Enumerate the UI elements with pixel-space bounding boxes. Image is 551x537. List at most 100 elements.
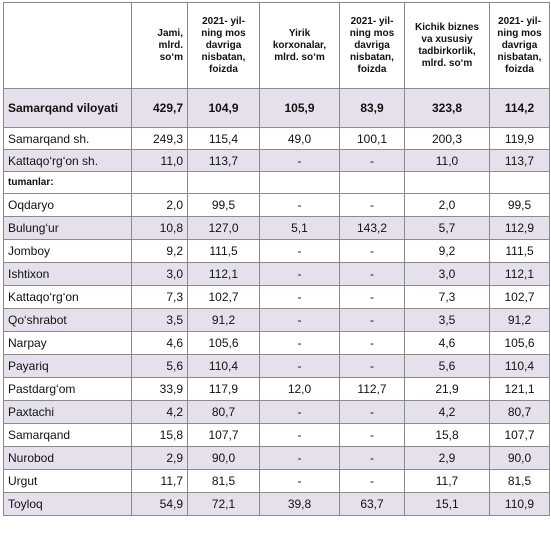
row-value: 113,7 [489, 149, 550, 172]
row-value: 91,2 [187, 308, 260, 332]
row-value: 5,6 [404, 354, 490, 378]
table-row: Kattaqo‘rg‘on sh. 11,0 113,7- -11,0 113,7 [3, 149, 550, 172]
row-value: - [259, 285, 340, 309]
row-value: 9,2 [131, 239, 188, 263]
row-name: Narpay [3, 331, 132, 355]
row-value: - [339, 308, 405, 332]
row-value: 81,5 [489, 469, 550, 493]
section-label: tumanlar: [3, 171, 132, 194]
row-value: 111,5 [489, 239, 550, 263]
row-value: 91,2 [489, 308, 550, 332]
row-value: 107,7 [187, 423, 260, 447]
header-total-percent: 2021- yil-ning mos davriga nisbatan, foi… [187, 2, 260, 89]
row-value: 3,0 [404, 262, 490, 286]
row-value: 4,6 [404, 331, 490, 355]
row-value: 10,8 [131, 216, 188, 240]
row-value: 102,7 [187, 285, 260, 309]
row-value: 114,2 [489, 88, 550, 128]
row-value: 105,6 [187, 331, 260, 355]
row-value: 102,7 [489, 285, 550, 309]
row-name: Jomboy [3, 239, 132, 263]
row-value: - [339, 285, 405, 309]
row-name: Samarqand [3, 423, 132, 447]
table-row: Narpay 4,6 105,6- -4,6 105,6 [3, 331, 550, 355]
row-value: - [259, 308, 340, 332]
row-value: 119,9 [489, 127, 550, 150]
row-value: 90,0 [489, 446, 550, 470]
row-value: 200,3 [404, 127, 490, 150]
table-row: Samarqand sh. 249,3 115,4 49,0 100,1 200,3 119… [3, 127, 550, 150]
row-value: 5,1 [259, 216, 340, 240]
row-value: 100,1 [339, 127, 405, 150]
row-value: 80,7 [187, 400, 260, 424]
row-value: 81,5 [187, 469, 260, 493]
row-value: 115,4 [187, 127, 260, 150]
row-value: 110,4 [489, 354, 550, 378]
row-name: Toyloq [3, 492, 132, 516]
row-value: 11,7 [404, 469, 490, 493]
table-row: Samarqand 15,8 107,7- -15,8 107,7 [3, 423, 550, 447]
row-value: 90,0 [187, 446, 260, 470]
row-value: 113,7 [187, 149, 260, 172]
row-value: - [259, 423, 340, 447]
row-value: 9,2 [404, 239, 490, 263]
section-empty-cell [187, 171, 260, 194]
row-value: - [339, 239, 405, 263]
table-row: Nurobod 2,9 90,0- -2,9 90,0 [3, 446, 550, 470]
row-value: - [259, 149, 340, 172]
table-row: Pastdarg‘om 33,9 117,9 12,0 112,7 21,9 121,1 [3, 377, 550, 401]
row-value: 111,5 [187, 239, 260, 263]
row-value: - [259, 400, 340, 424]
row-value: 33,9 [131, 377, 188, 401]
row-value: 2,9 [404, 446, 490, 470]
row-value: 11,0 [131, 149, 188, 172]
header-row: Jami, mlrd. so‘m 2021- yil-ning mos davr… [3, 2, 550, 89]
row-value: - [259, 262, 340, 286]
row-value: - [259, 193, 340, 217]
row-name: Oqdaryo [3, 193, 132, 217]
row-name: Qo‘shrabot [3, 308, 132, 332]
row-value: 12,0 [259, 377, 340, 401]
row-value: 7,3 [131, 285, 188, 309]
row-name: Nurobod [3, 446, 132, 470]
row-name: Payariq [3, 354, 132, 378]
row-value: 83,9 [339, 88, 405, 128]
header-large-percent: 2021- yil-ning mos davriga nisbatan, foi… [339, 2, 405, 89]
total-row: Samarqand viloyati 429,7 104,9 105,9 83,9 323… [3, 88, 550, 128]
row-value: 110,9 [489, 492, 550, 516]
row-value: 15,1 [404, 492, 490, 516]
row-name: Pastdarg‘om [3, 377, 132, 401]
row-value: 105,6 [489, 331, 550, 355]
row-value: - [339, 446, 405, 470]
table-row: Paxtachi 4,2 80,7- -4,2 80,7 [3, 400, 550, 424]
row-value: - [339, 469, 405, 493]
row-name: Bulung‘ur [3, 216, 132, 240]
row-value: 104,9 [187, 88, 260, 128]
row-value: 15,8 [131, 423, 188, 447]
row-value: 127,0 [187, 216, 260, 240]
row-value: - [339, 193, 405, 217]
row-value: 3,5 [131, 308, 188, 332]
row-value: 5,7 [404, 216, 490, 240]
row-value: 121,1 [489, 377, 550, 401]
row-value: 80,7 [489, 400, 550, 424]
row-value: - [339, 354, 405, 378]
row-value: 99,5 [187, 193, 260, 217]
row-name: Paxtachi [3, 400, 132, 424]
table-row: Qo‘shrabot 3,5 91,2- -3,5 91,2 [3, 308, 550, 332]
table-row: Toyloq 54,9 72,1 39,8 63,7 15,1 110,9 [3, 492, 550, 516]
row-name: Urgut [3, 469, 132, 493]
row-value: - [259, 331, 340, 355]
row-value: 4,6 [131, 331, 188, 355]
table-row: Jomboy 9,2 111,5- -9,2 111,5 [3, 239, 550, 263]
table-row: Oqdaryo 2,0 99,5- -2,0 99,5 [3, 193, 550, 217]
row-value: 11,7 [131, 469, 188, 493]
row-value: 5,6 [131, 354, 188, 378]
header-small-percent: 2021- yil-ning mos davriga nisbatan, foi… [489, 2, 550, 89]
row-value: 2,0 [404, 193, 490, 217]
header-empty [3, 2, 132, 89]
section-row: tumanlar: [3, 171, 550, 194]
row-name: Kattaqo‘rg‘on [3, 285, 132, 309]
row-value: - [259, 354, 340, 378]
row-value: 2,9 [131, 446, 188, 470]
